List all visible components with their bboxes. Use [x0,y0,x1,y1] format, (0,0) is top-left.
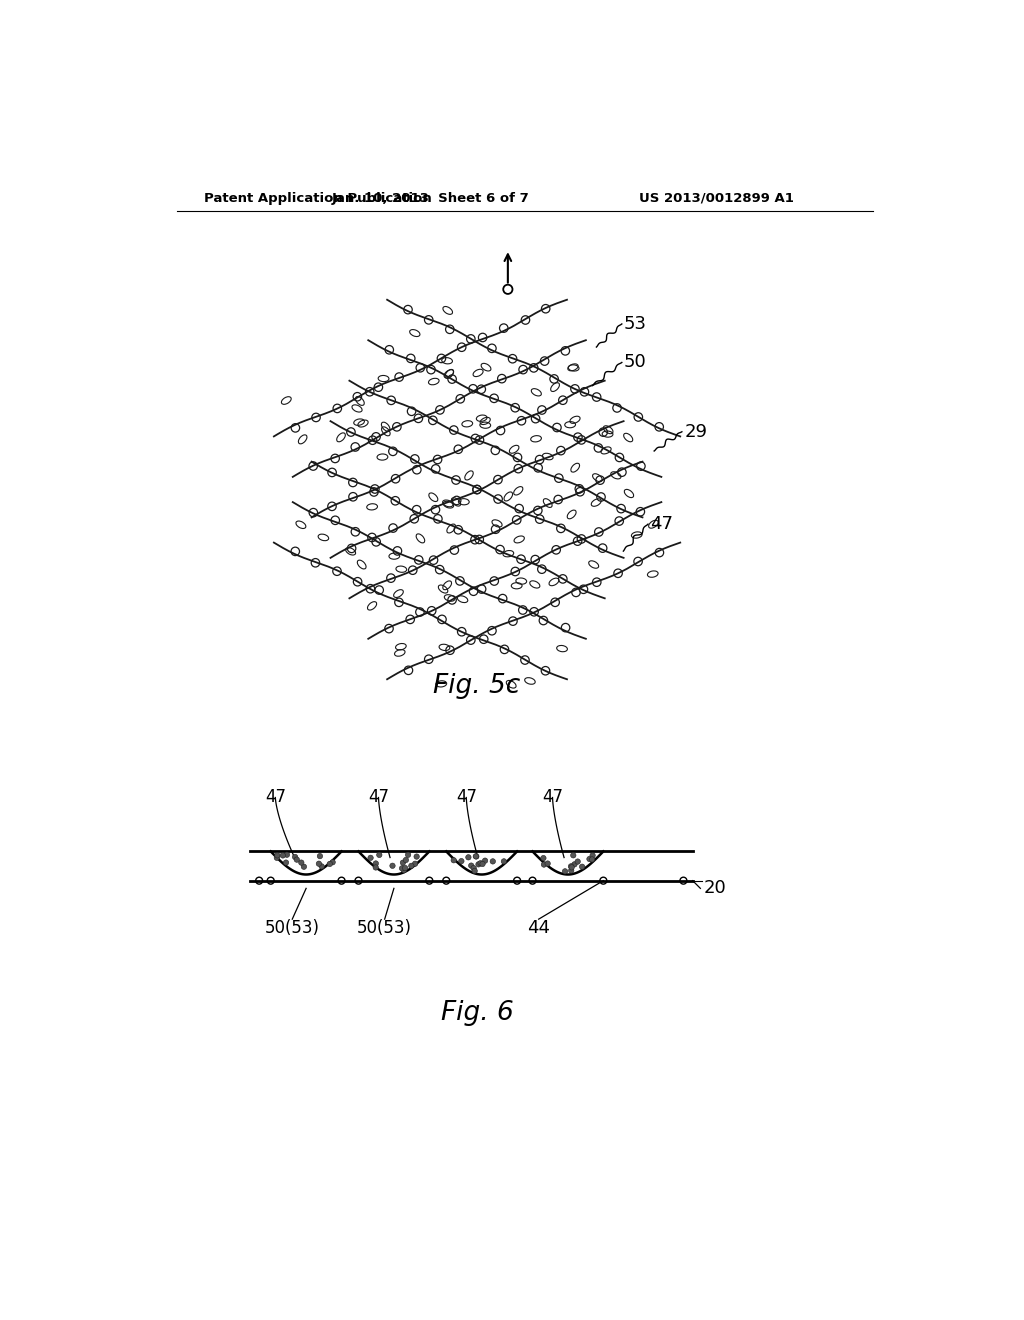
Circle shape [402,866,408,871]
Circle shape [569,865,574,870]
Circle shape [562,869,567,874]
Circle shape [568,867,573,874]
Text: US 2013/0012899 A1: US 2013/0012899 A1 [639,191,794,205]
Circle shape [301,865,306,870]
Circle shape [568,863,573,869]
Text: 20: 20 [703,879,726,898]
Text: 50(53): 50(53) [265,920,319,937]
Circle shape [587,857,592,862]
Circle shape [399,866,404,871]
Text: 47: 47 [542,788,563,807]
Text: 47: 47 [265,788,286,807]
Text: 47: 47 [456,788,477,807]
Circle shape [319,863,325,869]
Text: 47: 47 [650,515,674,533]
Text: Fig. 6: Fig. 6 [440,1001,513,1026]
Circle shape [299,859,304,866]
Circle shape [327,861,333,867]
Circle shape [478,861,483,866]
Circle shape [570,853,575,858]
Circle shape [451,858,457,863]
Circle shape [330,859,335,865]
Circle shape [390,863,395,869]
Circle shape [317,854,323,859]
Circle shape [413,861,418,866]
Text: 50(53): 50(53) [357,920,412,937]
Circle shape [294,857,299,862]
Circle shape [409,863,414,869]
Circle shape [377,853,382,858]
Circle shape [480,861,485,867]
Circle shape [293,854,298,859]
Circle shape [541,855,546,861]
Text: 47: 47 [368,788,389,807]
Circle shape [490,859,496,865]
Circle shape [580,865,585,870]
Circle shape [368,855,374,861]
Circle shape [373,861,379,866]
Text: 44: 44 [527,920,550,937]
Circle shape [472,869,477,874]
Circle shape [401,867,407,873]
Circle shape [459,858,464,863]
Circle shape [274,855,280,861]
Text: 29: 29 [685,422,708,441]
Circle shape [316,861,322,866]
Circle shape [545,861,550,866]
Circle shape [285,851,290,858]
Circle shape [501,859,507,865]
Circle shape [474,854,479,859]
Circle shape [482,858,487,863]
Circle shape [274,853,280,858]
Circle shape [284,859,289,866]
Circle shape [476,862,481,867]
Circle shape [542,862,547,867]
Text: 50: 50 [624,354,646,371]
Circle shape [590,853,595,858]
Text: Patent Application Publication: Patent Application Publication [204,191,431,205]
Circle shape [406,853,411,858]
Circle shape [414,854,420,859]
Circle shape [373,865,379,870]
Text: 53: 53 [624,315,646,333]
Circle shape [403,857,409,863]
Circle shape [466,854,471,861]
Circle shape [400,859,406,866]
Circle shape [469,863,474,869]
Circle shape [281,853,286,858]
Text: Jan. 10, 2013  Sheet 6 of 7: Jan. 10, 2013 Sheet 6 of 7 [332,191,529,205]
Circle shape [571,862,578,867]
Circle shape [473,854,478,859]
Circle shape [590,857,595,862]
Circle shape [471,866,476,871]
Circle shape [575,859,581,865]
Text: Fig. 5c: Fig. 5c [433,673,520,698]
